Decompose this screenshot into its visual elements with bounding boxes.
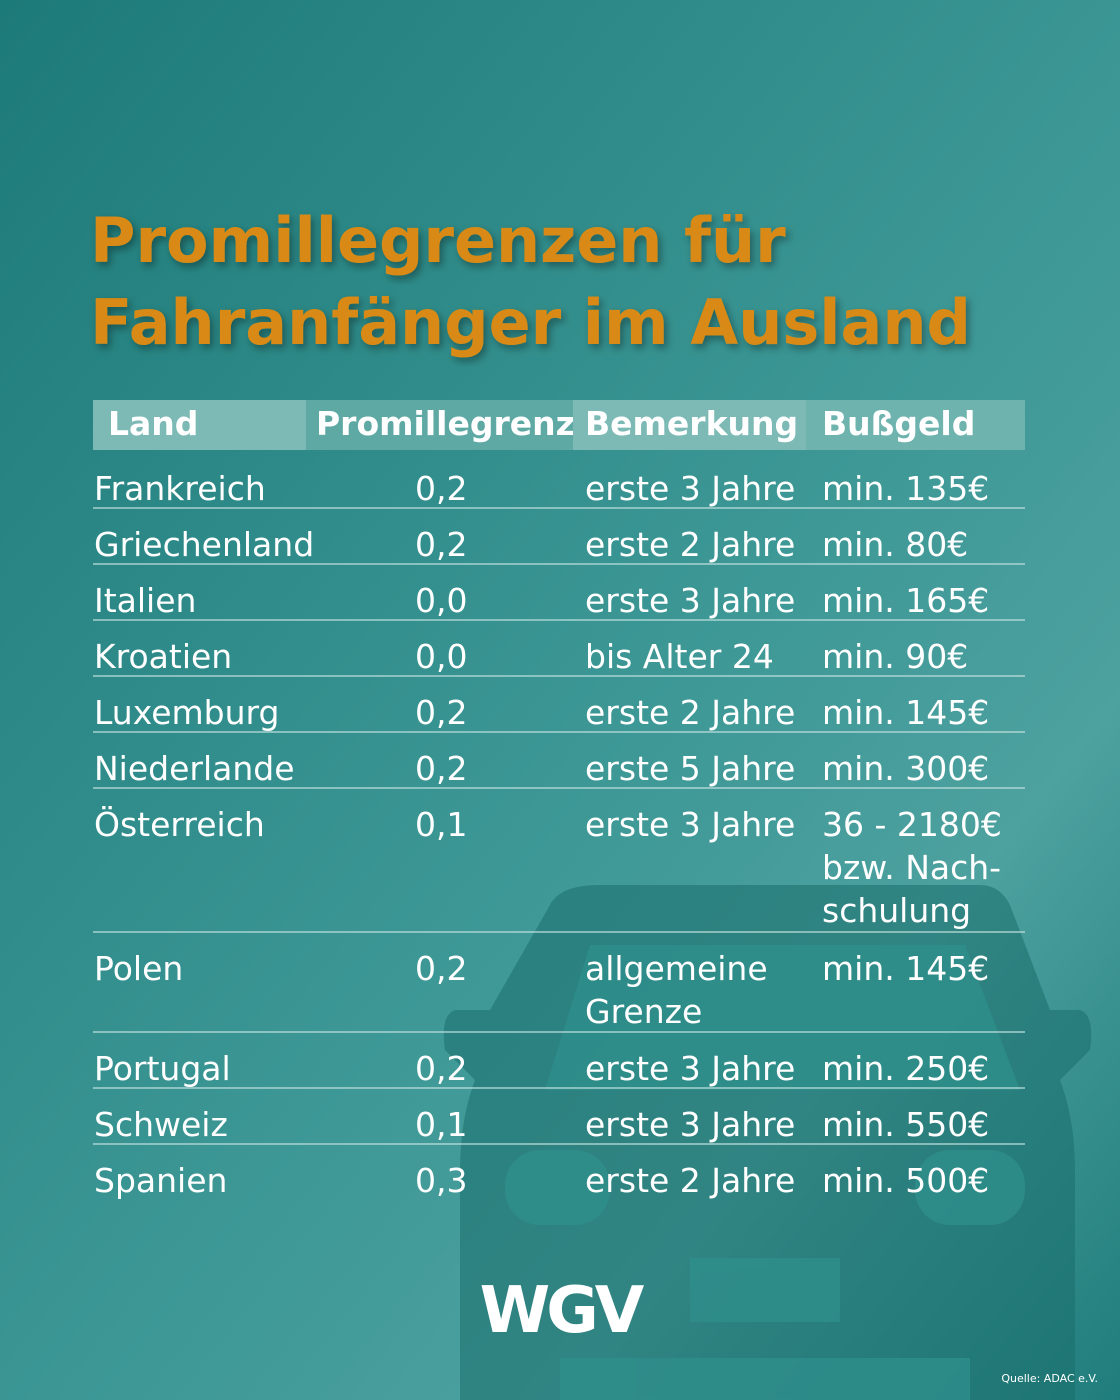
header-label: Promillegrenze	[316, 404, 597, 443]
cell-text: min. 145€	[822, 949, 989, 988]
cell-text: min. 550€	[822, 1105, 989, 1144]
cell-text: Kroatien	[94, 637, 232, 676]
cell-text: erste 3 Jahre	[585, 469, 795, 508]
cell-text: erste 3 Jahre	[585, 1049, 795, 1088]
cell-text: min. 135€	[822, 469, 989, 508]
cell-text: 0,2	[415, 693, 467, 732]
cell-text: 0,0	[415, 581, 467, 620]
cell-text: Österreich	[94, 804, 265, 844]
cell-text: Spanien	[94, 1161, 227, 1200]
cell-text: min. 165€	[822, 581, 989, 620]
cell-text: 0,2	[415, 1049, 467, 1088]
cell-text: 36 - 2180€	[822, 805, 1002, 844]
cell-text: erste 5 Jahre	[585, 749, 795, 788]
header-cell	[806, 400, 1025, 450]
cell-text: erste 2 Jahre	[585, 525, 795, 564]
header-label: Bemerkung	[585, 404, 798, 443]
cell-text: 0,1	[415, 1105, 467, 1144]
cell-text: bis Alter 24	[585, 637, 774, 676]
cell-text: erste 2 Jahre	[585, 1161, 795, 1200]
cell-text: min. 250€	[822, 1049, 989, 1088]
cell-text: 0,2	[415, 525, 467, 564]
cell-text: Grenze	[585, 992, 702, 1031]
cell-text: schulung	[822, 891, 971, 930]
cell-text: erste 3 Jahre	[585, 1105, 795, 1144]
header-cell	[93, 400, 306, 450]
header-cell	[573, 400, 806, 450]
title: Fahranfänger im Ausland	[90, 286, 971, 359]
logo: WGV	[480, 1274, 645, 1348]
cell-text: Griechenland	[94, 525, 314, 564]
cell-text: Italien	[94, 581, 196, 620]
cell-text: 0,2	[415, 949, 467, 988]
cell-text: min. 500€	[822, 1161, 989, 1200]
title: Promillegrenzen für	[90, 204, 786, 277]
cell-text: min. 145€	[822, 693, 989, 732]
cell-text: min. 90€	[822, 637, 968, 676]
cell-text: Polen	[94, 949, 183, 988]
cell-text: Luxemburg	[94, 693, 279, 732]
cell-text: 0,0	[415, 637, 467, 676]
cell-text: min. 300€	[822, 749, 989, 788]
car-details	[505, 945, 1025, 1400]
cell-text: allgemeine	[585, 949, 768, 988]
cell-text: Portugal	[94, 1049, 231, 1088]
cell-text: erste 2 Jahre	[585, 693, 795, 732]
cell-text: min. 80€	[822, 525, 968, 564]
cell-text: 0,2	[415, 749, 467, 788]
cell-text: 0,2	[415, 469, 467, 508]
header-label: Bußgeld	[822, 404, 975, 443]
cell-text: Schweiz	[94, 1105, 228, 1144]
source: Quelle: ADAC e.V.	[1001, 1372, 1098, 1385]
cell-text: 0,1	[415, 805, 467, 844]
cell-text: erste 3 Jahre	[585, 581, 795, 620]
cell-text: Frankreich	[94, 469, 266, 508]
cell-text: bzw. Nach-	[822, 848, 1001, 887]
cell-text: erste 3 Jahre	[585, 805, 795, 844]
cell-text: Niederlande	[94, 749, 295, 788]
header-label: Land	[108, 404, 198, 443]
cell-text: 0,3	[415, 1161, 467, 1200]
header-cell	[306, 400, 573, 450]
